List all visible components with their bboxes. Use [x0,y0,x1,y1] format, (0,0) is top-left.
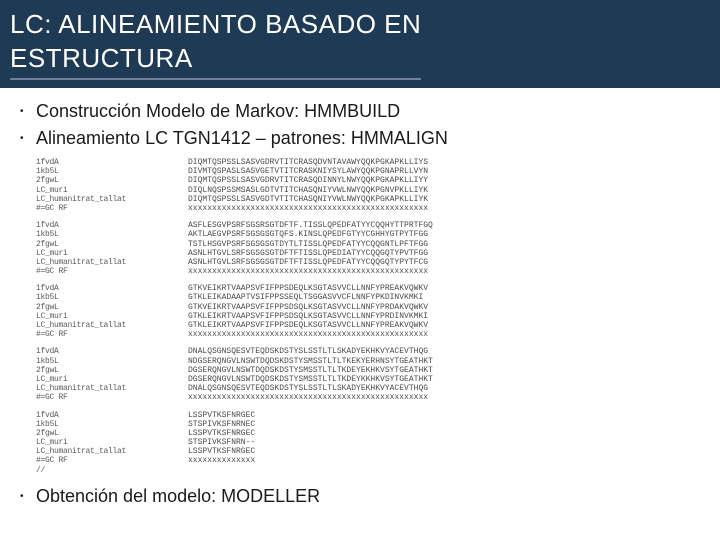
seq-labels-2: 1fvdA 1kb5L 2fgwL LC_muri LC_humanitrat_… [36,221,188,276]
seq-data-1: DIQMTQSPSSLSASVGDRVTITCRASQDVNTAVAWYQQKP… [188,158,428,213]
seq-data-4: DNALQSGNSQESVTEQDSKDSTYSLSSTLTLSKADYEKHK… [188,347,433,402]
seq-data-2: ASFLESGVPSRFSGSRSGTDFTF.TISSLQPEDFATYYCQ… [188,221,433,276]
seq-labels-5: 1fvdA 1kb5L 2fgwL LC_muri LC_humanitrat_… [36,411,188,475]
title-line-2: ESTRUCTURA [10,43,193,73]
bullet-list-bottom: Obtención del modelo: MODELLER [18,483,702,510]
bullet-modeller: Obtención del modelo: MODELLER [18,483,702,510]
seq-labels-1: 1fvdA 1kb5L 2fgwL LC_muri LC_humanitrat_… [36,158,188,213]
seq-group-4: 1fvdA 1kb5L 2fgwL LC_muri LC_humanitrat_… [36,347,702,402]
seq-labels-3: 1fvdA 1kb5L 2fgwL LC_muri LC_humanitrat_… [36,284,188,339]
slide-title: LC: ALINEAMIENTO BASADO EN ESTRUCTURA [10,8,421,80]
bullet-list-top: Construcción Modelo de Markov: HMMBUILD … [18,98,702,152]
seq-group-5: 1fvdA 1kb5L 2fgwL LC_muri LC_humanitrat_… [36,411,702,475]
seq-labels-4: 1fvdA 1kb5L 2fgwL LC_muri LC_humanitrat_… [36,347,188,402]
seq-group-2: 1fvdA 1kb5L 2fgwL LC_muri LC_humanitrat_… [36,221,702,276]
title-line-1: LC: ALINEAMIENTO BASADO EN [10,9,421,39]
seq-data-5: LSSPVTKSFNRGEC STSPIVKSFNRNEC LSSPVTKSFN… [188,411,255,475]
slide-content: Construcción Modelo de Markov: HMMBUILD … [0,88,720,510]
seq-group-1: 1fvdA 1kb5L 2fgwL LC_muri LC_humanitrat_… [36,158,702,213]
sequence-alignment: 1fvdA 1kb5L 2fgwL LC_muri LC_humanitrat_… [36,158,702,475]
bullet-hmmbuild: Construcción Modelo de Markov: HMMBUILD [18,98,702,125]
slide-header: LC: ALINEAMIENTO BASADO EN ESTRUCTURA [0,0,720,88]
seq-group-3: 1fvdA 1kb5L 2fgwL LC_muri LC_humanitrat_… [36,284,702,339]
bullet-hmmalign: Alineamiento LC TGN1412 – patrones: HMMA… [18,125,702,152]
seq-data-3: GTKVEIKRTVAAPSVFIFPPSDEQLKSGTASVVCLLNNFY… [188,284,428,339]
